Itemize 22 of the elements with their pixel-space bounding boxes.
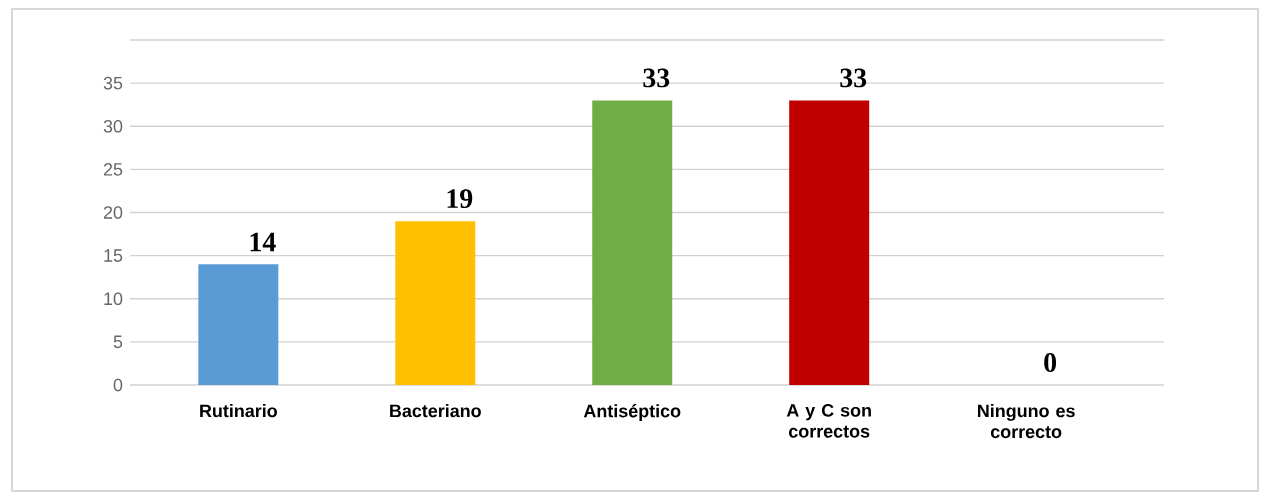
bar — [592, 100, 673, 385]
bar — [789, 100, 870, 385]
y-tick-label: 20 — [103, 206, 123, 219]
x-tick-label: A y C son correctos — [786, 404, 871, 438]
bar — [198, 264, 279, 385]
data-label: 19 — [447, 189, 473, 209]
y-tick-label: 10 — [104, 292, 123, 306]
y-tick-label: 15 — [104, 249, 123, 262]
data-label: 33 — [840, 68, 867, 88]
y-tick-label: 5 — [113, 335, 123, 349]
bar — [395, 221, 476, 385]
y-tick-label: 30 — [103, 119, 123, 133]
x-tick-label: Ninguno es correcto — [978, 404, 1075, 439]
x-tick-label: Rutinario — [200, 404, 277, 418]
data-label: 0 — [1044, 353, 1057, 372]
x-tick-label: Bacteriano — [390, 404, 481, 418]
y-tick-label: 35 — [103, 76, 123, 90]
y-tick-label: 25 — [103, 163, 123, 176]
y-tick-label: 0 — [113, 378, 123, 392]
x-tick-label: Antiséptico — [583, 404, 681, 421]
data-label: 33 — [643, 68, 670, 88]
data-label: 14 — [250, 232, 276, 252]
